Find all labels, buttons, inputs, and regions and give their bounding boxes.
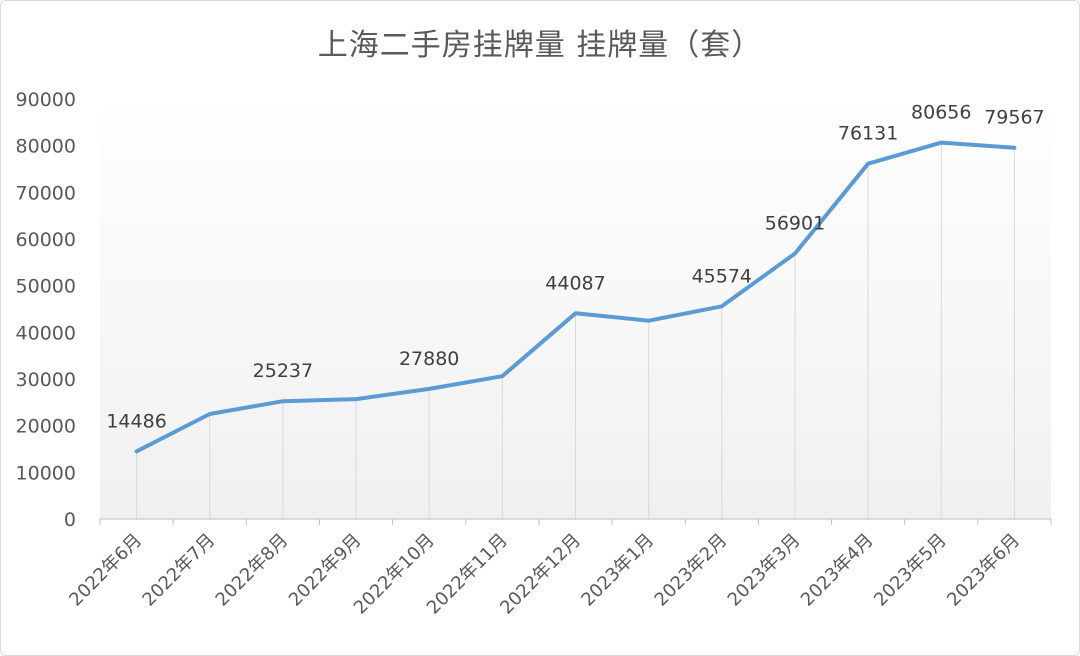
data-point bbox=[281, 399, 285, 403]
data-point bbox=[720, 304, 724, 308]
data-label: 56901 bbox=[765, 212, 825, 234]
data-point bbox=[208, 412, 212, 416]
data-point bbox=[866, 162, 870, 166]
y-tick-label: 50000 bbox=[16, 276, 76, 298]
data-label: 44087 bbox=[545, 272, 605, 294]
x-tick-label: 2023年2月 bbox=[651, 530, 732, 611]
y-tick-label: 20000 bbox=[16, 416, 76, 438]
x-tick-label: 2022年8月 bbox=[212, 530, 293, 611]
data-label: 25237 bbox=[253, 360, 313, 382]
data-label: 79567 bbox=[984, 107, 1044, 129]
x-tick-label: 2022年9月 bbox=[285, 530, 366, 611]
x-tick-label: 2022年7月 bbox=[138, 530, 219, 611]
data-label: 80656 bbox=[911, 102, 971, 124]
chart-title: 上海二手房挂牌量 挂牌量（套） bbox=[317, 28, 763, 63]
y-tick-label: 30000 bbox=[16, 369, 76, 391]
data-point bbox=[500, 374, 504, 378]
x-tick-label: 2022年6月 bbox=[65, 530, 146, 611]
x-tick-label: 2023年1月 bbox=[577, 530, 658, 611]
x-tick-label: 2023年4月 bbox=[797, 530, 878, 611]
data-point bbox=[135, 449, 139, 453]
x-tick-label: 2023年3月 bbox=[724, 530, 805, 611]
data-point bbox=[574, 311, 577, 315]
x-tick-label: 2023年5月 bbox=[870, 530, 951, 611]
data-point bbox=[354, 397, 358, 401]
x-tick-label: 2023年6月 bbox=[943, 530, 1024, 611]
data-label: 76131 bbox=[838, 123, 898, 145]
data-label: 45574 bbox=[692, 265, 752, 287]
y-tick-label: 90000 bbox=[16, 89, 76, 111]
data-label: 27880 bbox=[399, 348, 459, 370]
data-point bbox=[939, 141, 943, 145]
data-point bbox=[1012, 146, 1016, 150]
y-tick-label: 70000 bbox=[16, 182, 76, 204]
y-tick-label: 60000 bbox=[16, 229, 76, 251]
y-tick-label: 80000 bbox=[16, 136, 76, 158]
y-tick-label: 0 bbox=[64, 509, 76, 531]
y-tick-label: 10000 bbox=[16, 462, 76, 484]
data-label: 14486 bbox=[106, 410, 166, 432]
data-point bbox=[427, 387, 431, 391]
data-point bbox=[647, 319, 651, 323]
data-point bbox=[793, 251, 797, 255]
y-tick-label: 40000 bbox=[16, 322, 76, 344]
